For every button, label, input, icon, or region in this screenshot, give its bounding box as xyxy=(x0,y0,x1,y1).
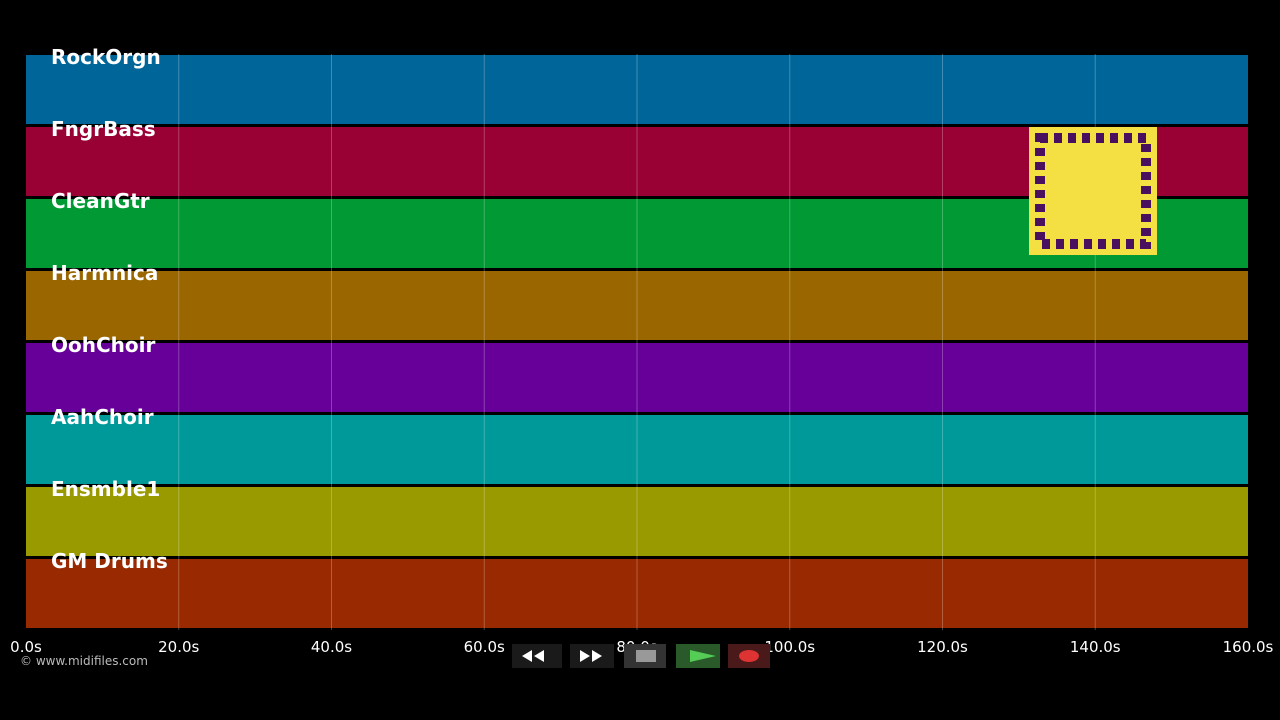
track-lane xyxy=(26,343,1248,412)
track-lane xyxy=(26,487,1248,556)
track-name: GM Drums xyxy=(51,549,168,573)
tick-label: 0.0s xyxy=(10,638,42,656)
tick-label: 100.0s xyxy=(764,638,815,656)
copyright: © www.midifiles.com xyxy=(20,654,148,668)
record-button[interactable] xyxy=(728,644,770,668)
forward-button[interactable] xyxy=(570,644,614,668)
play-button[interactable] xyxy=(676,644,720,668)
track-name: AahChoir xyxy=(51,405,154,429)
track-name: CleanGtr xyxy=(51,189,150,213)
track-lane xyxy=(26,55,1248,124)
tick-label: 20.0s xyxy=(158,638,199,656)
track-name: Harmnica xyxy=(51,261,158,285)
tick-label: 160.0s xyxy=(1223,638,1274,656)
tick-label: 40.0s xyxy=(311,638,352,656)
track-name: FngrBass xyxy=(51,117,156,141)
qr-code xyxy=(1029,127,1157,255)
tick-label: 120.0s xyxy=(917,638,968,656)
tracks: RockOrgn FngrBass CleanGtr Harmnica OohChoir… xyxy=(26,45,1248,628)
stop-button[interactable] xyxy=(624,644,666,668)
track-name: RockOrgn xyxy=(51,45,161,69)
track-lane xyxy=(26,559,1248,628)
track-lane xyxy=(26,415,1248,484)
qr-pattern xyxy=(1035,133,1151,249)
rewind-button[interactable] xyxy=(512,644,562,668)
track-lane xyxy=(26,271,1248,340)
track-name: Ensmble1 xyxy=(51,477,160,501)
transport-controls xyxy=(512,644,770,668)
tick-label: 60.0s xyxy=(464,638,505,656)
tick-label: 140.0s xyxy=(1070,638,1121,656)
track-name: OohChoir xyxy=(51,333,155,357)
